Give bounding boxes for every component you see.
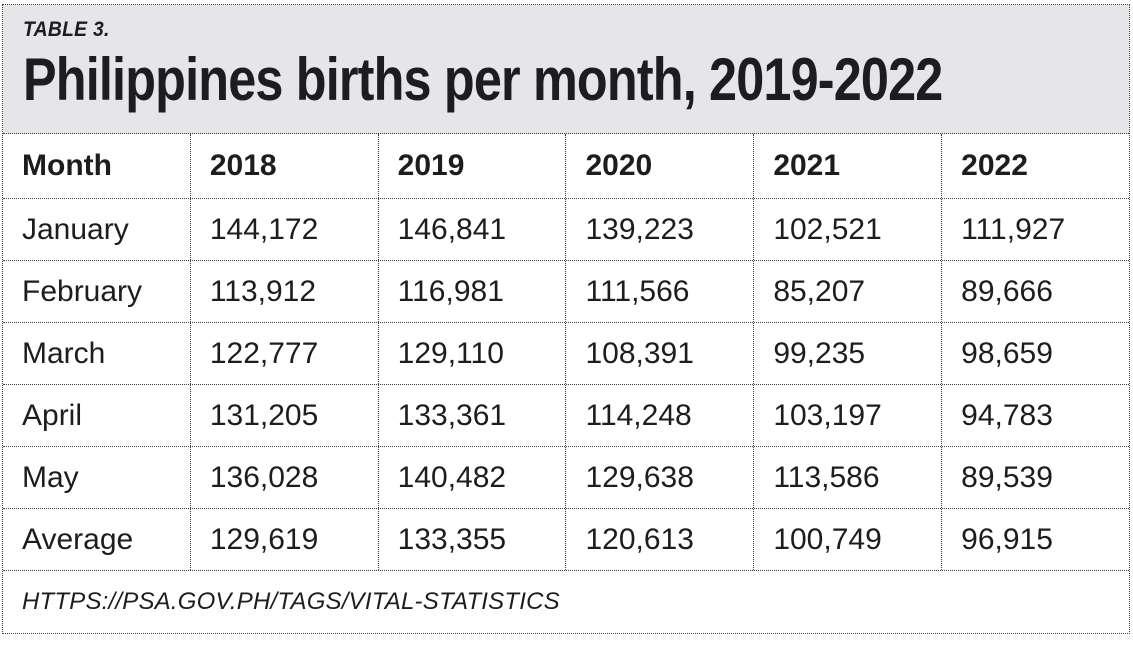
table-row-4: May 136,028 140,482 129,638 113,586 89,539 bbox=[3, 447, 1129, 509]
table-cell-0: February bbox=[22, 274, 143, 308]
column-header-3: 2020 bbox=[565, 134, 753, 198]
table-row-2: March 122,777 129,110 108,391 99,235 98,659 bbox=[3, 323, 1129, 385]
table-cell-5: 94,783 bbox=[941, 385, 1129, 446]
table-row-1: February 113,912 116,981 111,566 85,207 89,66… bbox=[3, 261, 1129, 323]
table-cell-2: 129,110 bbox=[377, 323, 566, 384]
table-cell-1: 131,205 bbox=[189, 385, 378, 446]
table-cell-2: 133,355 bbox=[377, 509, 566, 570]
table-cell-3: 120,613 bbox=[565, 509, 753, 570]
column-header-2: 2019 bbox=[377, 134, 566, 198]
header-row: Month 2018 2019 2020 2021 2022 bbox=[3, 134, 1129, 199]
table-row-0: January 144,172 146,841 139,223 102,521 111,9… bbox=[3, 199, 1129, 261]
table-title-band: TABLE 3. Philippines births per month, 2… bbox=[3, 5, 1129, 134]
table-cell-1: 129,619 bbox=[189, 509, 378, 570]
table-cell-2: 133,361 bbox=[377, 385, 566, 446]
table-cell-0: May bbox=[22, 460, 79, 494]
table-cell-5: 98,659 bbox=[941, 323, 1129, 384]
table-cell-3: 139,223 bbox=[565, 199, 753, 260]
table-cell-0: March bbox=[22, 336, 106, 370]
table-cell-2: 116,981 bbox=[377, 261, 566, 322]
table-cell-4: 113,586 bbox=[753, 447, 941, 508]
table-row-3: April 131,205 133,361 114,248 103,197 94,783 bbox=[3, 385, 1129, 447]
table-cell-0: January bbox=[22, 212, 129, 246]
source-citation: HTTPS://PSA.GOV.PH/TAGS/VITAL-STATISTICS bbox=[22, 587, 560, 615]
table-cell-3: 111,566 bbox=[565, 261, 753, 322]
table-cell-0: Average bbox=[22, 522, 134, 556]
column-header-0: Month bbox=[22, 149, 112, 182]
table-cell-2: 146,841 bbox=[377, 199, 566, 260]
table-cell-3: 114,248 bbox=[565, 385, 753, 446]
table-cell-0: April bbox=[22, 398, 83, 432]
table-cell-5: 89,539 bbox=[941, 447, 1129, 508]
table-cell-3: 108,391 bbox=[565, 323, 753, 384]
table-cell-3: 129,638 bbox=[565, 447, 753, 508]
table-cell-1: 113,912 bbox=[189, 261, 378, 322]
table-cell-1: 144,172 bbox=[189, 199, 378, 260]
births-table: Month 2018 2019 2020 2021 2022 January 144,172 1… bbox=[3, 134, 1129, 571]
column-header-5: 2022 bbox=[941, 134, 1129, 198]
table-cell-4: 103,197 bbox=[753, 385, 941, 446]
table-cell-4: 99,235 bbox=[753, 323, 941, 384]
table-cell-5: 96,915 bbox=[941, 509, 1129, 570]
table-cell-4: 102,521 bbox=[753, 199, 941, 260]
table-cell-4: 85,207 bbox=[753, 261, 941, 322]
table-cell-4: 100,749 bbox=[753, 509, 941, 570]
table-row-5: Average 129,619 133,355 120,613 100,749 96,91… bbox=[3, 509, 1129, 571]
table-number-label: TABLE 3. bbox=[23, 18, 110, 41]
table-cell-2: 140,482 bbox=[377, 447, 566, 508]
table-card: TABLE 3. Philippines births per month, 2… bbox=[2, 4, 1130, 634]
column-header-4: 2021 bbox=[753, 134, 941, 198]
table-cell-1: 122,777 bbox=[189, 323, 378, 384]
column-header-1: 2018 bbox=[189, 134, 378, 198]
page-title: Philippines births per month, 2019-2022 bbox=[23, 46, 943, 113]
table-cell-5: 89,666 bbox=[941, 261, 1129, 322]
table-cell-5: 111,927 bbox=[941, 199, 1129, 260]
table-cell-1: 136,028 bbox=[189, 447, 378, 508]
